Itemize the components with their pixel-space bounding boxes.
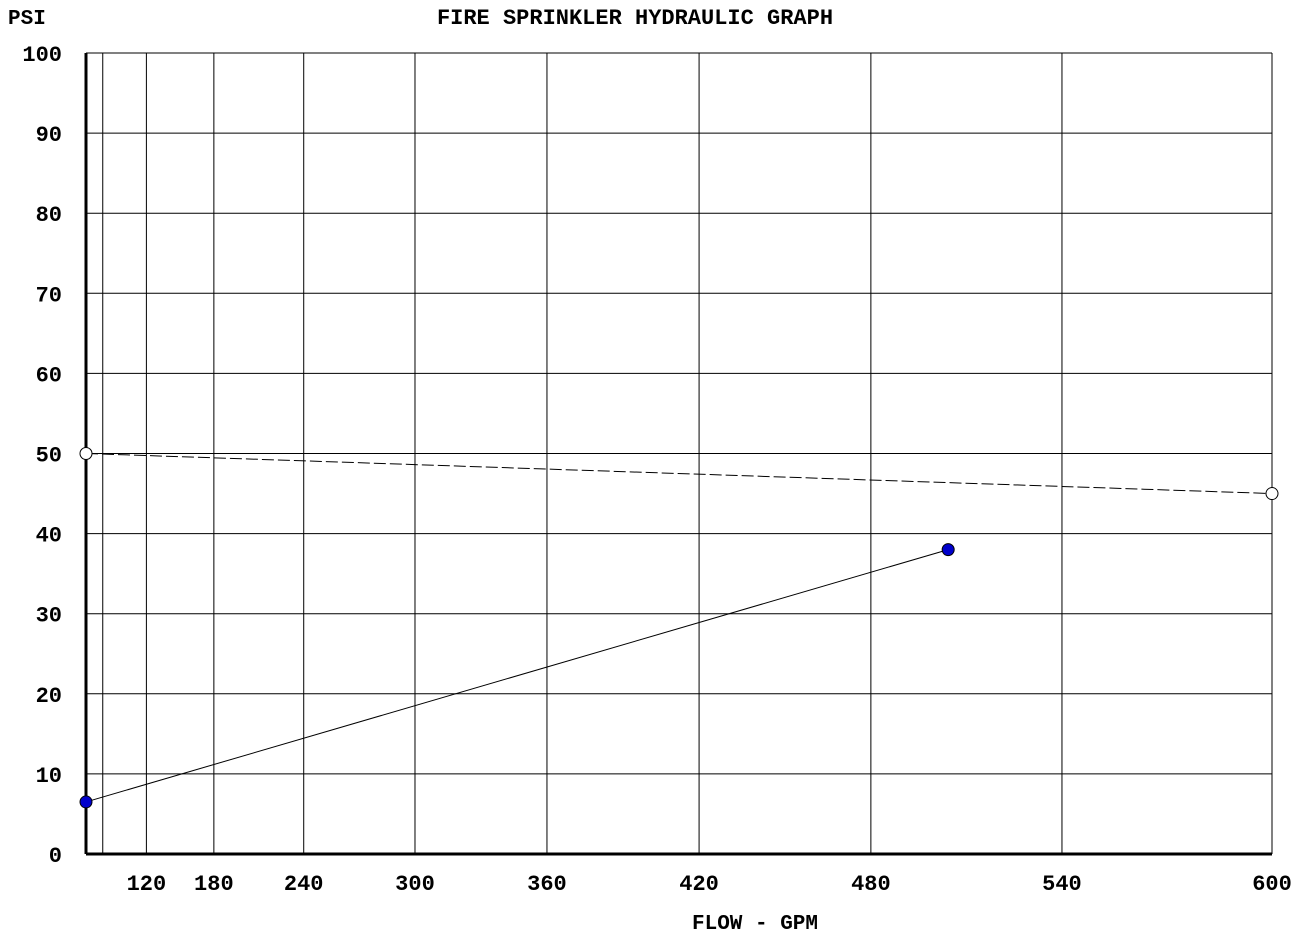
x-tick-label: 600 xyxy=(1252,872,1292,897)
demand-point-marker xyxy=(941,543,955,557)
y-tick-label: 100 xyxy=(22,43,62,68)
x-tick-label: 300 xyxy=(395,872,435,897)
x-tick-label: 120 xyxy=(127,872,167,897)
x-tick-label: 480 xyxy=(851,872,891,897)
x-tick-label: 240 xyxy=(284,872,324,897)
y-tick-label: 50 xyxy=(36,444,62,469)
x-tick-label: 180 xyxy=(194,872,234,897)
supply-point-marker xyxy=(1265,487,1279,501)
y-tick-label: 0 xyxy=(49,844,62,869)
y-tick-label: 40 xyxy=(36,524,62,549)
supply-curve-line xyxy=(85,453,1273,495)
y-tick-label: 90 xyxy=(36,123,62,148)
x-tick-label: 420 xyxy=(679,872,719,897)
x-tick-label: 360 xyxy=(527,872,567,897)
grid xyxy=(86,52,1273,854)
demand-curve-line xyxy=(85,549,949,803)
x-axis-label: FLOW - GPM xyxy=(692,913,818,936)
y-tick-label: 10 xyxy=(36,764,62,789)
y-tick-label: 70 xyxy=(36,283,62,308)
y-tick-label: 60 xyxy=(36,363,62,388)
x-tick-label: 540 xyxy=(1042,872,1082,897)
chart-title: FIRE SPRINKLER HYDRAULIC GRAPH xyxy=(437,6,833,31)
supply-point-marker xyxy=(79,447,93,460)
demand-point-marker xyxy=(79,795,93,809)
series xyxy=(79,447,1279,809)
labels: FIRE SPRINKLER HYDRAULIC GRAPH PSI FLOW … xyxy=(8,6,1292,936)
y-tick-label: 20 xyxy=(36,684,62,709)
y-tick-label: 30 xyxy=(36,604,62,629)
y-axis-label: PSI xyxy=(8,8,46,31)
y-tick-label: 80 xyxy=(36,203,62,228)
